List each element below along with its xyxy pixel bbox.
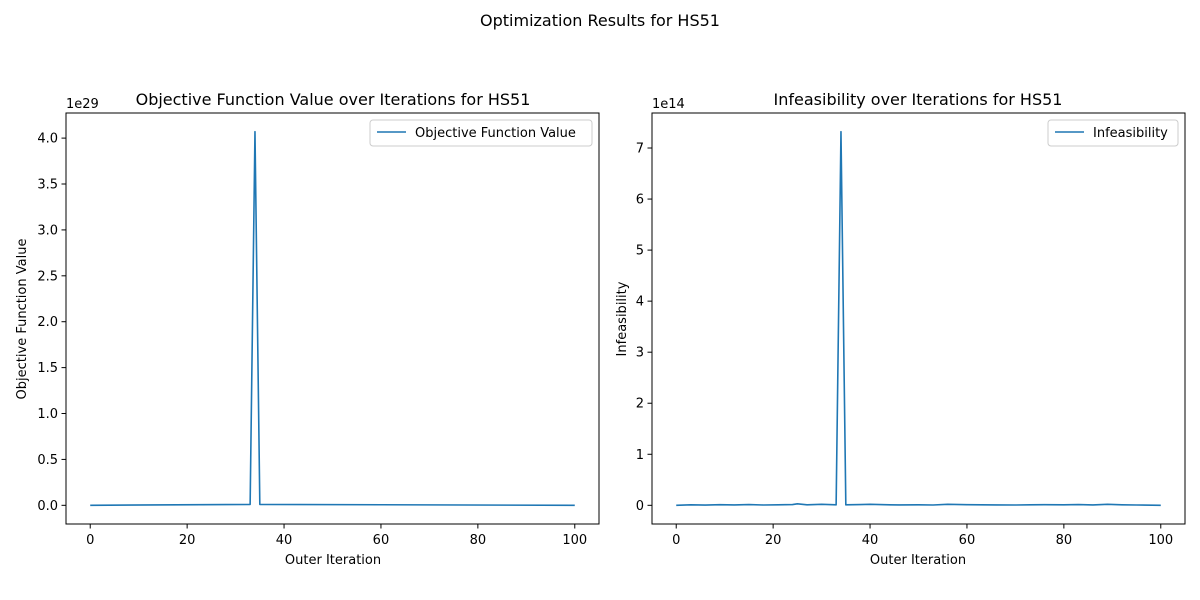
infeasibility-ytick-label: 2 — [636, 397, 644, 412]
infeasibility-xticks: 0 20 40 60 80 100 — [672, 524, 1173, 548]
infeasibility-ytick-label: 6 — [636, 193, 644, 208]
infeasibility-ytick-label: 4 — [636, 295, 644, 310]
objective-legend: Objective Function Value — [369, 119, 593, 147]
infeasibility-ytick-label: 1 — [636, 448, 644, 463]
infeasibility-ytick-label: 7 — [636, 142, 644, 157]
infeasibility-legend-label: Infeasibility — [1093, 126, 1168, 141]
objective-ytick-label: 4.0 — [37, 132, 58, 147]
objective-xtick-label: 40 — [276, 533, 293, 548]
infeasibility-xtick-label: 100 — [1148, 533, 1173, 548]
objective-offset-label: 1e29 — [66, 97, 99, 112]
infeasibility-xtick-label: 80 — [1056, 533, 1073, 548]
objective-ytick-label: 3.0 — [37, 223, 58, 238]
infeasibility-chart: Infeasibility over Iterations for HS51 0… — [615, 90, 1186, 568]
infeasibility-xtick-label: 0 — [672, 533, 680, 548]
objective-legend-box — [369, 119, 593, 147]
objective-ytick-label: 0.5 — [37, 453, 58, 468]
objective-chart: Objective Function Value over Iterations… — [15, 90, 600, 568]
infeasibility-plot-area — [651, 112, 1186, 525]
infeasibility-legend: Infeasibility — [1047, 119, 1179, 147]
infeasibility-ytick-label: 3 — [636, 346, 644, 361]
infeasibility-offset-label: 1e14 — [652, 97, 685, 112]
infeasibility-xtick-label: 20 — [765, 533, 782, 548]
infeasibility-chart-title: Infeasibility over Iterations for HS51 — [774, 90, 1063, 109]
objective-ytick-label: 0.0 — [37, 499, 58, 514]
objective-xlabel: Outer Iteration — [285, 553, 381, 568]
objective-ytick-label: 1.0 — [37, 407, 58, 422]
infeasibility-ylabel: Infeasibility — [615, 281, 630, 356]
objective-ytick-label: 1.5 — [37, 361, 58, 376]
infeasibility-xtick-label: 60 — [959, 533, 976, 548]
objective-xtick-label: 80 — [470, 533, 487, 548]
objective-plot-area — [65, 112, 600, 525]
objective-xtick-label: 20 — [179, 533, 196, 548]
infeasibility-ytick-label: 5 — [636, 244, 644, 259]
objective-xtick-label: 60 — [373, 533, 390, 548]
objective-xtick-label: 0 — [86, 533, 94, 548]
objective-ytick-label: 3.5 — [37, 178, 58, 193]
infeasibility-ytick-label: 0 — [636, 499, 644, 514]
objective-chart-title: Objective Function Value over Iterations… — [136, 90, 531, 109]
objective-ylabel: Objective Function Value — [15, 239, 30, 400]
figure-suptitle: Optimization Results for HS51 — [480, 11, 720, 30]
infeasibility-legend-box — [1047, 119, 1179, 147]
objective-legend-label: Objective Function Value — [415, 126, 576, 141]
objective-yticks: 0.0 0.5 1.0 1.5 2.0 2.5 3.0 3.5 4.0 — [37, 132, 66, 514]
objective-ytick-label: 2.0 — [37, 315, 58, 330]
objective-xticks: 0 20 40 60 80 100 — [86, 524, 587, 548]
objective-xtick-label: 100 — [562, 533, 587, 548]
objective-series-line — [90, 130, 575, 507]
objective-ytick-label: 2.5 — [37, 269, 58, 284]
infeasibility-xlabel: Outer Iteration — [870, 553, 966, 568]
infeasibility-xtick-label: 40 — [862, 533, 879, 548]
infeasibility-series-line — [676, 130, 1161, 507]
infeasibility-yticks: 0 1 2 3 4 5 6 7 — [636, 142, 652, 514]
